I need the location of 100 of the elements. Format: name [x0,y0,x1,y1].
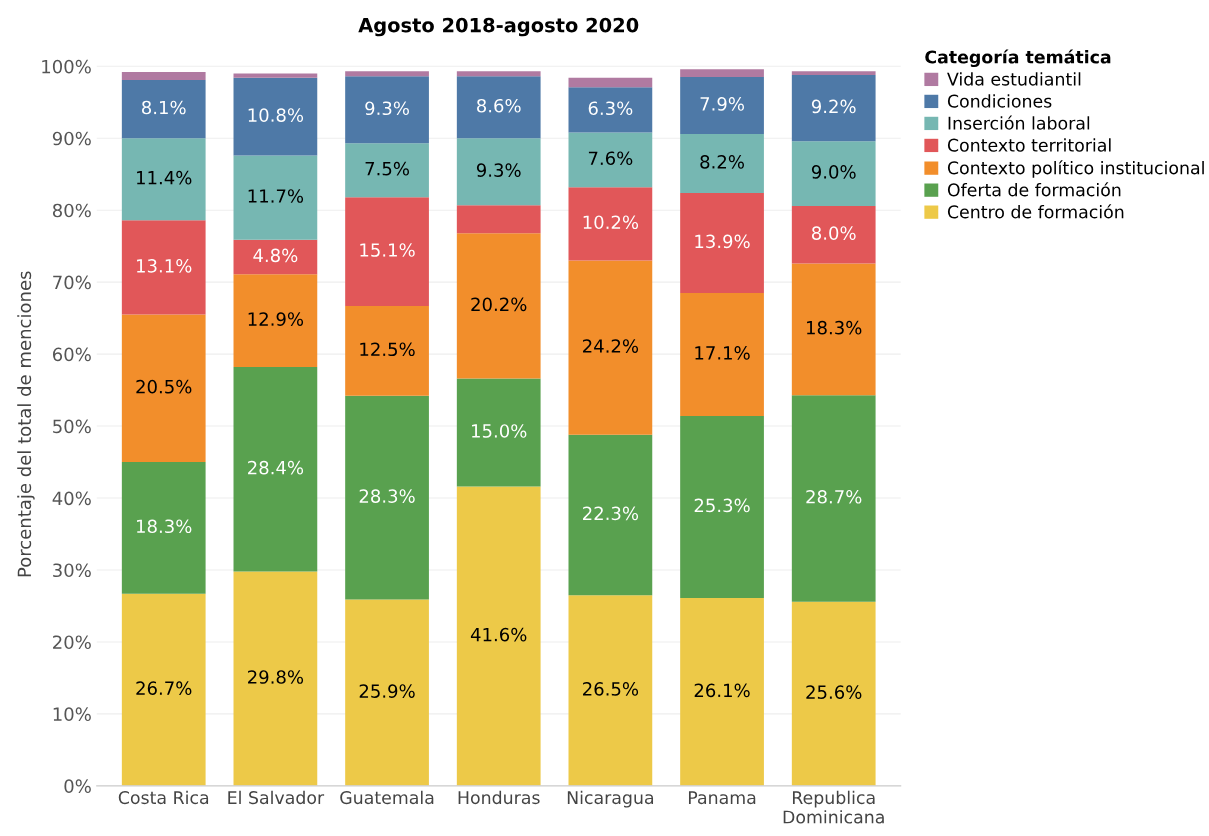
legend-label: Inserción laboral [948,115,1090,130]
y-tick-label: 60% [52,347,91,362]
bar [791,263,876,396]
legend-title: Categoría temática [925,49,1111,68]
legend-label: Oferta de formación [947,182,1121,197]
x-tick-label: Republica Dominicana [783,790,884,824]
data-label: 15.0% [472,424,527,438]
y-tick-label: 100% [42,59,91,74]
data-label: 8.0% [812,226,856,240]
legend-label: Contexto territorial [947,138,1111,152]
bar [456,76,541,139]
y-tick-label: 20% [53,635,91,650]
bar [568,87,653,133]
y-tick-label: 80% [52,203,91,218]
y-tick-label: 30% [53,563,91,578]
data-label: 8.1% [142,100,186,115]
data-label: 18.3% [807,320,862,335]
x-tick-label: Panama [688,791,756,805]
data-label: 25.6% [806,685,862,699]
bar [345,143,429,198]
bar [568,187,653,261]
bar [680,292,764,416]
y-tick-label: 0% [64,779,91,793]
bar [791,601,876,786]
data-label: 11.7% [248,189,304,203]
data-label: 15.1% [360,243,415,257]
bar [456,486,541,786]
data-label: 28.4% [248,460,304,475]
bar [680,192,764,293]
data-label: 4.8% [253,248,298,263]
bar [233,73,318,78]
data-label: 6.3% [588,101,633,116]
y-tick-label: 50% [53,419,91,434]
bar [791,141,876,206]
bar [345,395,429,600]
bar [233,571,318,786]
bar [456,138,541,206]
data-label: 7.9% [700,97,744,111]
bar [568,77,653,88]
data-label: 12.9% [248,312,304,326]
legend-label: Contexto político institucional [947,160,1204,178]
data-label: 13.9% [695,234,750,249]
data-label: 9.0% [811,165,856,179]
bar [233,239,318,275]
data-label: 12.5% [360,342,415,357]
bar [680,77,764,134]
bar [568,132,653,188]
data-label: 8.6% [477,98,521,113]
bar [791,71,876,75]
data-label: 9.3% [365,101,409,116]
bar [791,74,876,142]
x-tick-label: Guatemala [340,790,434,805]
data-label: 28.3% [359,489,415,503]
data-label: 9.3% [476,163,521,177]
data-label: 20.5% [136,379,192,394]
bar [233,155,318,240]
bar [680,69,764,78]
data-label: 11.4% [137,170,192,185]
y-tick-label: 40% [52,491,91,506]
data-label: 24.2% [583,339,639,353]
bar [568,434,653,596]
bar [680,598,764,786]
bar [456,205,541,234]
bar [121,79,206,139]
bar [121,593,206,786]
y-axis-title: Porcentaje del total de menciones [17,271,35,577]
bar [121,314,206,463]
data-label: 29.8% [248,670,304,684]
data-label: 26.1% [694,683,750,698]
x-tick-label: Costa Rica [118,790,209,805]
data-label: 10.2% [583,215,639,230]
x-tick-label: El Salvador [228,790,325,805]
bar [345,197,429,306]
data-label: 7.6% [588,151,633,166]
data-label: 20.2% [471,297,527,312]
bar [791,395,876,602]
data-label: 26.7% [136,681,192,696]
bar [680,133,764,193]
bar [568,260,653,435]
bar [121,462,206,594]
legend-label: Vida estudiantil [947,72,1081,86]
bar [456,71,541,77]
bar [233,77,318,156]
data-label: 25.3% [694,498,750,513]
legend-label: Centro de formación [947,204,1124,219]
bar [233,367,318,572]
data-label: 18.3% [137,519,192,534]
data-label: 41.6% [470,627,527,642]
data-label: 13.1% [137,258,192,273]
data-label: 8.2% [700,155,744,169]
data-label: 17.1% [695,346,750,360]
data-label: 10.8% [248,108,304,122]
bar [121,72,206,80]
y-tick-label: 70% [53,275,91,290]
bar [791,205,876,264]
data-label: 25.9% [359,684,415,698]
y-tick-label: 90% [52,131,91,146]
chart-title: Agosto 2018-agosto 2020 [358,17,639,37]
data-label: 28.7% [806,489,862,504]
bar [233,274,318,368]
